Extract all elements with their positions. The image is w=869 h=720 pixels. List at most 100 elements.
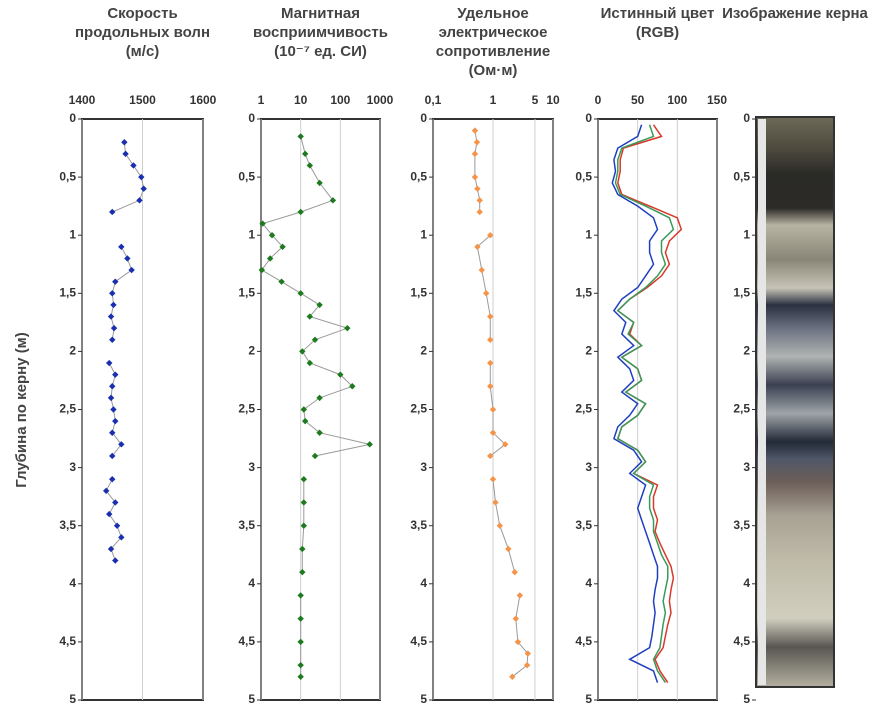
y-tick-label: 5 [248, 692, 255, 706]
y-tick-label: 5 [743, 692, 750, 706]
y-tick-label: 4 [420, 576, 427, 590]
y-tick-label: 0,5 [733, 169, 750, 183]
data-point [109, 290, 116, 297]
y-tick-label: 4 [248, 576, 255, 590]
x-tick-label: 5 [532, 93, 539, 107]
data-point [258, 266, 266, 274]
data-point [311, 336, 319, 343]
data-point [110, 301, 117, 309]
y-tick-label: 0 [248, 111, 255, 125]
y-tick-label: 1,5 [238, 285, 255, 299]
data-point [487, 359, 494, 367]
x-tick-label: 1 [490, 93, 497, 107]
x-tick-label: 150 [707, 93, 727, 107]
data-point [113, 522, 121, 529]
y-tick-label: 1 [743, 227, 750, 241]
data-point [299, 545, 306, 553]
data-point [476, 208, 483, 216]
core-image [755, 116, 835, 688]
data-point [301, 150, 309, 158]
data-point [487, 313, 494, 320]
data-point [474, 243, 481, 251]
y-tick-label: 3,5 [733, 518, 750, 532]
panel-title: Изображение керна [722, 5, 868, 22]
data-point [112, 499, 119, 506]
data-point [492, 499, 499, 506]
log-line [611, 124, 659, 683]
x-tick-label: 1 [258, 93, 265, 107]
data-point [300, 476, 308, 483]
data-point [489, 406, 497, 413]
data-point [316, 179, 323, 187]
y-tick-label: 3 [743, 460, 750, 474]
y-tick-label: 0 [420, 111, 427, 125]
plot-frame [260, 118, 381, 701]
data-point [109, 476, 116, 483]
y-tick-label: 0 [69, 111, 76, 125]
data-point [471, 127, 479, 134]
data-point [502, 441, 509, 448]
data-point [482, 290, 490, 297]
data-point [311, 452, 319, 460]
data-point [297, 290, 304, 297]
data-point [487, 383, 494, 390]
data-point [316, 301, 323, 309]
data-point [130, 162, 137, 169]
data-point [110, 324, 118, 332]
y-tick-label: 1 [248, 227, 255, 241]
data-point [300, 522, 308, 529]
data-point [136, 197, 143, 204]
y-tick-label: 2 [420, 344, 427, 358]
y-tick-label: 1,5 [410, 285, 427, 299]
data-point [329, 197, 337, 204]
data-point [118, 441, 125, 448]
x-tick-label: 1500 [129, 93, 156, 107]
x-tick-label: 100 [667, 93, 687, 107]
data-point [118, 243, 125, 251]
y-tick-label: 2 [248, 344, 255, 358]
data-point [299, 568, 306, 576]
data-point [297, 638, 304, 646]
y-tick-label: 4,5 [59, 634, 76, 648]
panel-title: Скорость продольных волн (м/с) [74, 5, 211, 60]
y-tick-label: 4,5 [410, 634, 427, 648]
y-tick-label: 3 [420, 460, 427, 474]
y-tick-label: 0 [585, 111, 592, 125]
y-tick-label: 4 [585, 576, 592, 590]
log-line [614, 124, 675, 684]
data-point [112, 371, 119, 378]
y-tick-label: 3,5 [410, 518, 427, 532]
y-tick-label: 3 [69, 460, 76, 474]
data-point [128, 266, 135, 274]
data-point [109, 429, 116, 436]
x-tick-label: 10 [294, 93, 308, 107]
data-point [487, 452, 494, 460]
data-point [122, 150, 129, 158]
x-tick-label: 0 [595, 93, 602, 107]
y-tick-label: 1 [420, 227, 427, 241]
data-point [496, 522, 504, 529]
x-tick-label: 10 [546, 93, 560, 107]
y-tick-label: 0,5 [59, 169, 76, 183]
y-tick-label: 0,5 [410, 169, 427, 183]
data-point [297, 133, 304, 140]
data-point [306, 313, 314, 320]
y-tick-label: 5 [420, 692, 427, 706]
y-tick-label: 3,5 [238, 518, 255, 532]
x-tick-label: 1000 [367, 93, 394, 107]
data-point [316, 394, 323, 402]
data-point [516, 592, 524, 599]
data-point [138, 173, 145, 181]
data-point [279, 243, 286, 251]
y-tick-label: 2 [743, 344, 750, 358]
y-tick-label: 3,5 [59, 518, 76, 532]
data-point [268, 232, 276, 239]
data-point [297, 592, 304, 599]
data-point [473, 139, 481, 146]
data-point [107, 545, 115, 553]
y-tick-label: 1,5 [575, 285, 592, 299]
data-point [118, 534, 125, 541]
data-point [112, 557, 119, 564]
data-point [349, 383, 356, 390]
